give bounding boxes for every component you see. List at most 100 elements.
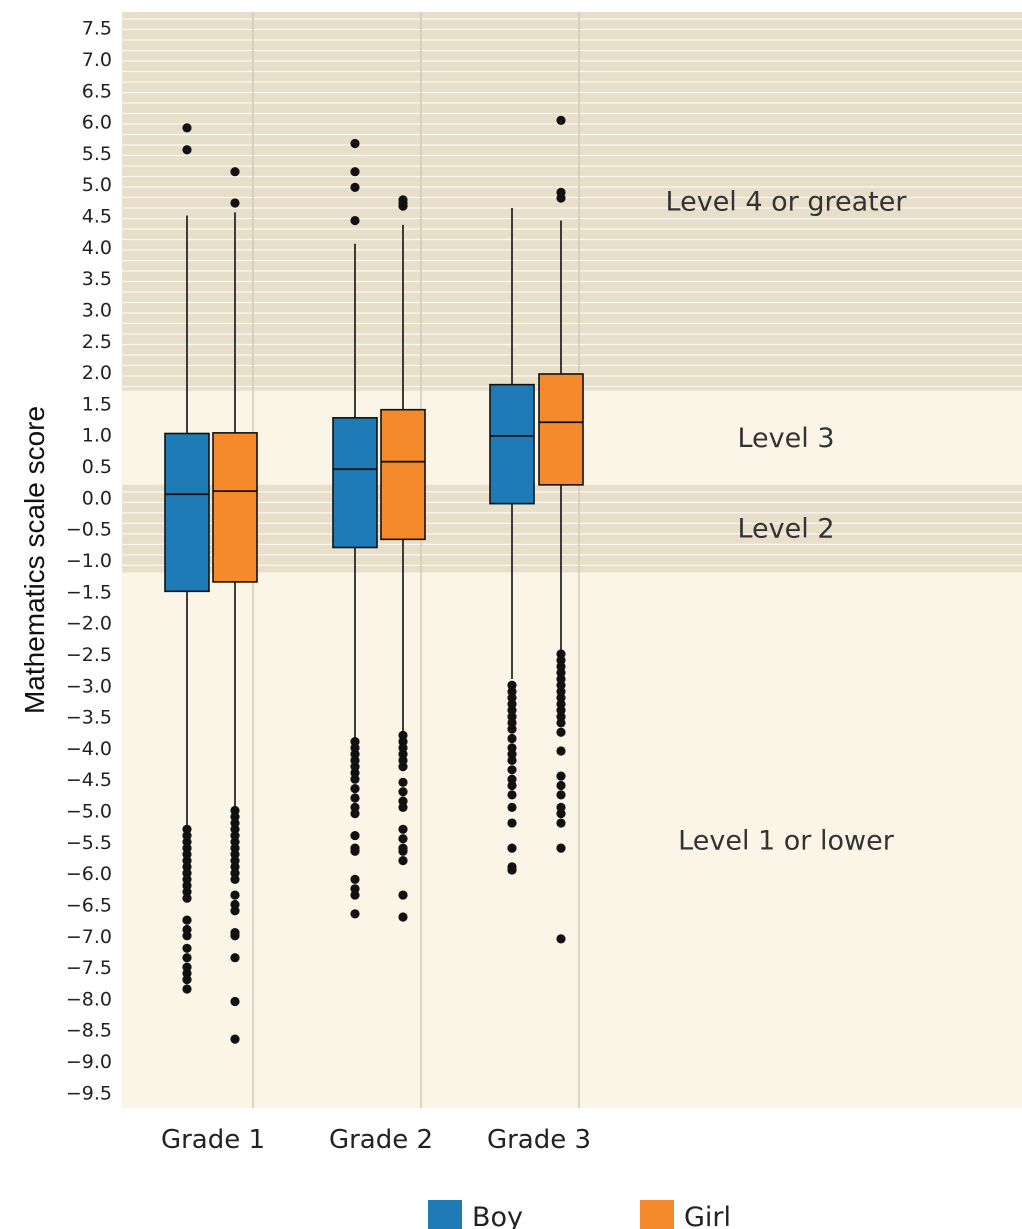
outlier-point xyxy=(350,809,360,819)
box-iqr xyxy=(380,408,426,541)
outlier-point xyxy=(507,724,517,734)
outlier-point xyxy=(556,115,566,125)
outlier-point xyxy=(398,777,408,787)
outlier-point xyxy=(350,793,360,803)
outlier-point xyxy=(507,802,517,812)
box-boy-grade-3 xyxy=(489,208,535,875)
outlier-point xyxy=(556,771,566,781)
box-iqr xyxy=(538,373,584,486)
outlier-point xyxy=(230,1034,240,1044)
outlier-point xyxy=(398,201,408,211)
outlier-point xyxy=(230,198,240,208)
y-tick-label: 7.5 xyxy=(82,18,112,40)
y-tick-label: −9.0 xyxy=(66,1051,112,1073)
outlier-point xyxy=(398,912,408,922)
x-tick-label-grade-1: Grade 1 xyxy=(161,1125,265,1155)
y-tick-labels: 7.5 7.0 6.5 6.0 5.5 5.0 4.5 4.0 3.5 3.0 2.5 2.0 1.5 1… xyxy=(66,18,112,1105)
y-tick-label: 7.0 xyxy=(82,49,112,71)
y-tick-label: −1.5 xyxy=(66,581,112,603)
outlier-point xyxy=(507,818,517,828)
outlier-point xyxy=(556,193,566,203)
y-tick-label: 4.5 xyxy=(82,206,112,228)
outlier-point xyxy=(350,182,360,192)
outlier-point xyxy=(350,138,360,149)
y-tick-label: 3.0 xyxy=(82,299,112,321)
outlier-point xyxy=(556,790,566,800)
y-tick-label: −0.5 xyxy=(66,519,112,541)
outlier-point xyxy=(507,790,517,800)
level-bands xyxy=(122,12,1022,1108)
outlier-point xyxy=(230,874,240,885)
outlier-point xyxy=(507,865,517,875)
outlier-point xyxy=(182,975,192,985)
band-level-1-or-lower xyxy=(122,572,1022,1108)
y-tick-label: −7.5 xyxy=(66,957,112,979)
outlier-point xyxy=(230,890,240,900)
box-iqr xyxy=(489,383,535,505)
y-tick-label: 4.0 xyxy=(82,237,112,259)
outlier-point xyxy=(350,874,360,885)
y-tick-label: −5.5 xyxy=(66,832,112,854)
level-labels: Level 4 or greater Level 3 Level 2 Level 1 … xyxy=(666,186,908,856)
y-tick-label: 2.0 xyxy=(82,362,112,384)
y-tick-label: 6.5 xyxy=(82,80,112,102)
outlier-point xyxy=(398,824,408,834)
y-tick-label: 2.5 xyxy=(82,331,112,353)
y-tick-label: −3.0 xyxy=(66,675,112,697)
outlier-point xyxy=(556,746,566,756)
outlier-point xyxy=(556,843,566,853)
y-tick-label: −4.5 xyxy=(66,769,112,791)
outlier-point xyxy=(507,733,517,744)
box-girl-grade-2 xyxy=(380,195,426,922)
level-label-level-3: Level 3 xyxy=(737,423,834,454)
y-tick-label: −3.5 xyxy=(66,707,112,729)
outlier-point xyxy=(350,846,360,856)
outlier-point xyxy=(230,906,240,916)
y-tick-label: −6.0 xyxy=(66,863,112,885)
outlier-point xyxy=(230,953,240,963)
outlier-point xyxy=(556,727,566,737)
outlier-point xyxy=(182,953,192,963)
y-axis-title: Mathematics scale score xyxy=(19,406,50,714)
level-label-level-1-or-lower: Level 1 or lower xyxy=(678,825,895,856)
outlier-point xyxy=(350,783,360,794)
y-tick-label: −2.0 xyxy=(66,613,112,635)
y-tick-label: 6.0 xyxy=(82,112,112,134)
outlier-point xyxy=(230,931,240,941)
outlier-point xyxy=(182,123,192,133)
legend: Boy Girl xyxy=(428,1200,731,1229)
band-level-2 xyxy=(122,484,1022,573)
outlier-point xyxy=(350,774,360,784)
band-level-4-or-greater xyxy=(122,12,1022,391)
y-tick-label: 0.0 xyxy=(82,487,112,509)
y-tick-label: −2.5 xyxy=(66,644,112,666)
y-tick-label: 5.5 xyxy=(82,143,112,165)
outlier-point xyxy=(230,996,240,1007)
outlier-point xyxy=(556,718,566,728)
y-tick-label: 5.0 xyxy=(82,174,112,196)
outlier-point xyxy=(507,765,517,775)
outlier-point xyxy=(556,809,566,819)
outlier-point xyxy=(182,145,192,155)
level-label-level-4-or-greater: Level 4 or greater xyxy=(666,186,908,217)
y-tick-label: −4.0 xyxy=(66,738,112,760)
outlier-point xyxy=(507,780,517,791)
y-tick-label: −9.5 xyxy=(66,1082,112,1104)
outlier-point xyxy=(182,984,192,994)
outlier-point xyxy=(398,762,408,772)
y-tick-label: 0.5 xyxy=(82,456,112,478)
y-tick-label: 1.0 xyxy=(82,425,112,447)
outlier-point xyxy=(398,890,408,900)
legend-swatch-boy xyxy=(428,1200,462,1229)
outlier-point xyxy=(182,893,192,903)
box-iqr xyxy=(212,432,258,583)
legend-label-boy: Boy xyxy=(472,1202,523,1229)
outlier-point xyxy=(507,755,517,766)
y-tick-label: 1.5 xyxy=(82,393,112,415)
outlier-point xyxy=(556,934,566,944)
outlier-point xyxy=(350,830,360,841)
level-label-level-2: Level 2 xyxy=(737,514,834,545)
band-stripes xyxy=(122,18,1022,566)
